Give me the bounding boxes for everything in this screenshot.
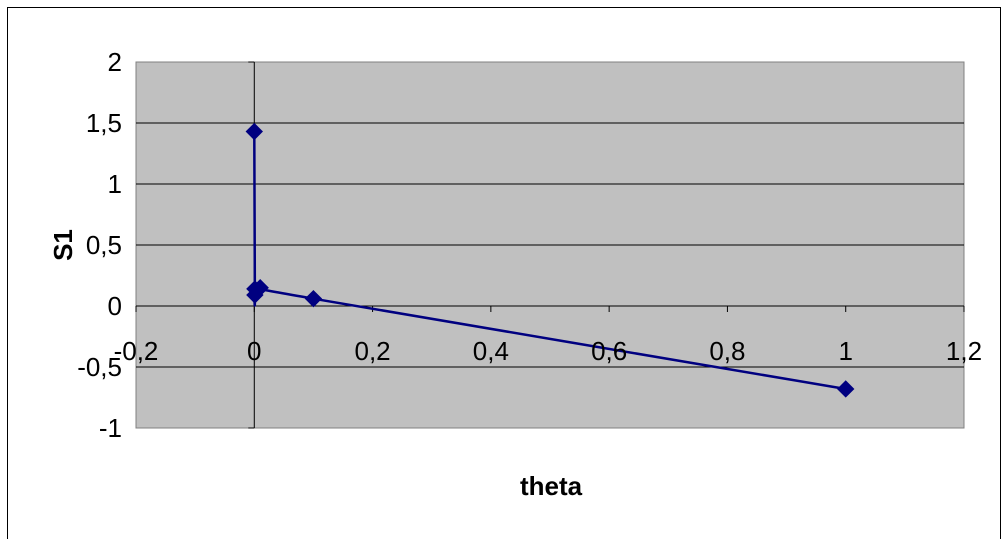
y-tick-label: -1 <box>99 413 122 443</box>
x-tick-label: 0 <box>247 336 261 366</box>
x-tick-labels: -0,2 0 0,2 0,4 0,6 0,8 1 1,2 <box>114 336 982 366</box>
y-tick-label: -0,5 <box>77 352 122 382</box>
x-tick-label: 0,6 <box>591 336 627 366</box>
x-tick-label: 1,2 <box>946 336 982 366</box>
x-tick-label: 0,8 <box>709 336 745 366</box>
y-tick-label: 1 <box>108 169 122 199</box>
x-axis-title: theta <box>520 471 583 501</box>
y-tick-labels: 2 1,5 1 0,5 0 -0,5 -1 <box>77 47 122 443</box>
x-tick-label: 0,4 <box>473 336 509 366</box>
x-tick-label: 1 <box>838 336 852 366</box>
series-layer <box>245 122 855 398</box>
data-point-marker <box>837 380 855 398</box>
y-tick-label: 0 <box>108 291 122 321</box>
data-point-marker <box>245 122 263 141</box>
y-tick-label: 1,5 <box>86 108 122 138</box>
x-tick-label: 0,2 <box>354 336 390 366</box>
data-point-marker <box>251 278 269 297</box>
y-axis-title: S1 <box>48 229 78 261</box>
data-point-marker <box>304 289 323 308</box>
y-tick-label: 2 <box>108 47 122 77</box>
y-tick-label: 0,5 <box>86 230 122 260</box>
x-tick-label: -0,2 <box>114 336 159 366</box>
